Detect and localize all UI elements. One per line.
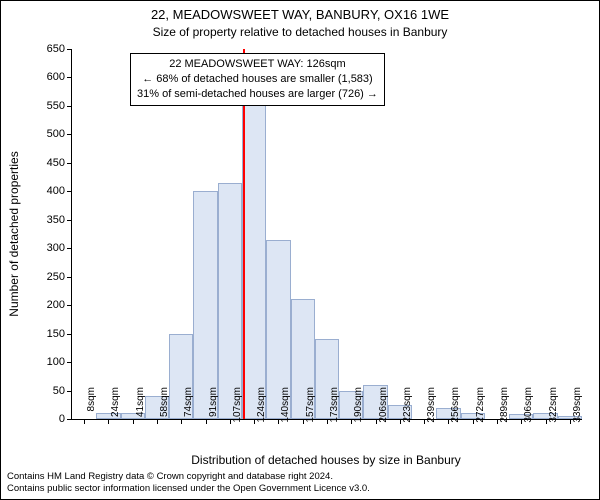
x-tick-label: 206sqm [378, 387, 389, 427]
footer-line-1: Contains HM Land Registry data © Crown c… [7, 471, 370, 483]
plot-area: 22 MEADOWSWEET WAY: 126sqm← 68% of detac… [71, 49, 582, 420]
x-tick-label: 91sqm [208, 387, 219, 427]
y-tick-mark [67, 134, 72, 135]
annotation-line: 22 MEADOWSWEET WAY: 126sqm [137, 57, 378, 72]
x-tick-mark [206, 419, 207, 424]
x-tick-mark [327, 419, 328, 424]
x-tick-label: 289sqm [499, 387, 510, 427]
x-tick-mark [303, 419, 304, 424]
histogram-bar [242, 100, 266, 419]
x-tick-mark [133, 419, 134, 424]
y-tick-mark [67, 391, 72, 392]
y-tick-label: 350 [25, 214, 65, 226]
y-tick-mark [67, 163, 72, 164]
y-tick-mark [67, 419, 72, 420]
y-tick-mark [67, 191, 72, 192]
y-tick-mark [67, 220, 72, 221]
y-tick-mark [67, 248, 72, 249]
x-tick-label: 41sqm [135, 387, 146, 427]
x-tick-label: 107sqm [232, 387, 243, 427]
footer-line-2: Contains public sector information licen… [7, 483, 370, 495]
x-tick-mark [497, 419, 498, 424]
y-tick-label: 150 [25, 328, 65, 340]
x-tick-label: 306sqm [523, 387, 534, 427]
x-tick-mark [424, 419, 425, 424]
y-tick-label: 100 [25, 356, 65, 368]
x-axis-label: Distribution of detached houses by size … [71, 453, 581, 467]
y-tick-label: 250 [25, 271, 65, 283]
x-tick-mark [84, 419, 85, 424]
chart-title: 22, MEADOWSWEET WAY, BANBURY, OX16 1WE [1, 7, 599, 22]
annotation-line: 31% of semi-detached houses are larger (… [137, 87, 378, 102]
y-tick-mark [67, 334, 72, 335]
y-tick-label: 450 [25, 157, 65, 169]
y-tick-mark [67, 277, 72, 278]
x-tick-label: 24sqm [110, 387, 121, 427]
histogram-bar [218, 183, 242, 419]
x-tick-mark [400, 419, 401, 424]
x-tick-label: 124sqm [256, 387, 267, 427]
y-tick-mark [67, 49, 72, 50]
chart-subtitle: Size of property relative to detached ho… [1, 25, 599, 39]
x-tick-label: 140sqm [280, 387, 291, 427]
y-tick-label: 50 [25, 385, 65, 397]
y-tick-label: 550 [25, 100, 65, 112]
x-tick-label: 190sqm [353, 387, 364, 427]
y-tick-label: 500 [25, 128, 65, 140]
y-tick-label: 200 [25, 299, 65, 311]
x-tick-label: 58sqm [159, 387, 170, 427]
y-axis-label: Number of detached properties [7, 49, 27, 419]
x-tick-label: 74sqm [183, 387, 194, 427]
y-tick-mark [67, 362, 72, 363]
y-tick-mark [67, 305, 72, 306]
x-tick-mark [254, 419, 255, 424]
y-tick-mark [67, 77, 72, 78]
x-tick-label: 256sqm [450, 387, 461, 427]
x-tick-mark [546, 419, 547, 424]
x-tick-mark [157, 419, 158, 424]
chart-container: 22, MEADOWSWEET WAY, BANBURY, OX16 1WE S… [0, 0, 600, 500]
y-tick-label: 650 [25, 43, 65, 55]
x-tick-mark [570, 419, 571, 424]
y-tick-label: 400 [25, 185, 65, 197]
x-tick-label: 272sqm [475, 387, 486, 427]
x-tick-mark [376, 419, 377, 424]
x-tick-label: 322sqm [548, 387, 559, 427]
x-tick-label: 8sqm [86, 387, 97, 427]
x-tick-label: 157sqm [305, 387, 316, 427]
y-tick-label: 600 [25, 71, 65, 83]
x-tick-label: 173sqm [329, 387, 340, 427]
x-tick-label: 239sqm [426, 387, 437, 427]
y-tick-label: 300 [25, 242, 65, 254]
x-tick-label: 223sqm [402, 387, 413, 427]
x-tick-label: 339sqm [572, 387, 583, 427]
annotation-box: 22 MEADOWSWEET WAY: 126sqm← 68% of detac… [130, 53, 385, 106]
x-tick-mark [473, 419, 474, 424]
footer-attribution: Contains HM Land Registry data © Crown c… [7, 471, 370, 495]
histogram-bar [193, 191, 217, 419]
annotation-line: ← 68% of detached houses are smaller (1,… [137, 72, 378, 87]
x-tick-mark [230, 419, 231, 424]
y-tick-mark [67, 106, 72, 107]
y-tick-label: 0 [25, 413, 65, 425]
